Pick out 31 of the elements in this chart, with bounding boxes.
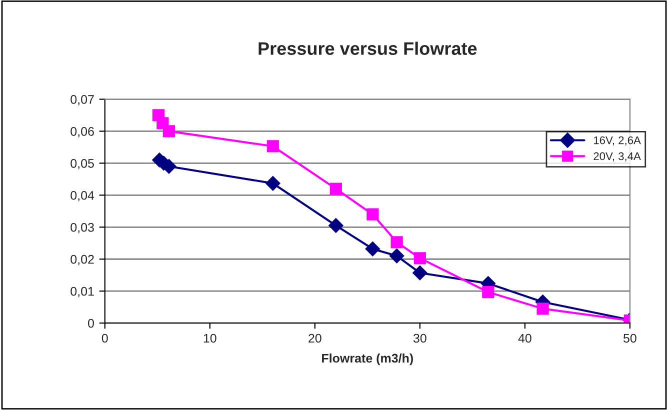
x-axis-title: Flowrate (m3/h) bbox=[322, 353, 413, 366]
y-tick-label: 0,07 bbox=[70, 95, 94, 106]
y-tick-label: 0 bbox=[88, 318, 94, 328]
point bbox=[266, 140, 279, 152]
x-tick-label: 40 bbox=[518, 334, 532, 343]
point bbox=[536, 302, 549, 315]
point bbox=[366, 208, 379, 220]
x-tick-label: 50 bbox=[623, 334, 636, 343]
point bbox=[390, 236, 403, 248]
y-tick-label: 0,01 bbox=[70, 286, 94, 298]
y-tick-label: 0,06 bbox=[70, 127, 94, 138]
point bbox=[330, 182, 342, 195]
point bbox=[482, 286, 494, 298]
y-tick-label: 0,04 bbox=[70, 190, 94, 202]
x-tick-label: 30 bbox=[413, 334, 426, 343]
chart-title: Pressure versus Flowrate bbox=[258, 42, 477, 55]
point bbox=[365, 241, 380, 256]
y-tick-label: 0,02 bbox=[70, 254, 94, 266]
x-tick-label: 20 bbox=[308, 334, 322, 343]
legend-label: 16V, 2,6A bbox=[594, 136, 641, 146]
point bbox=[162, 125, 176, 138]
x-tick-label: 10 bbox=[204, 334, 216, 343]
point bbox=[265, 176, 280, 191]
y-tick-label: 0,05 bbox=[70, 158, 94, 170]
point bbox=[414, 252, 426, 264]
point bbox=[412, 265, 428, 280]
x-tick-label: 0 bbox=[102, 334, 108, 343]
point bbox=[389, 248, 404, 264]
y-tick-label: 0,03 bbox=[70, 222, 94, 234]
point bbox=[328, 218, 344, 233]
legend-label: 20V, 3,4A bbox=[594, 152, 641, 162]
